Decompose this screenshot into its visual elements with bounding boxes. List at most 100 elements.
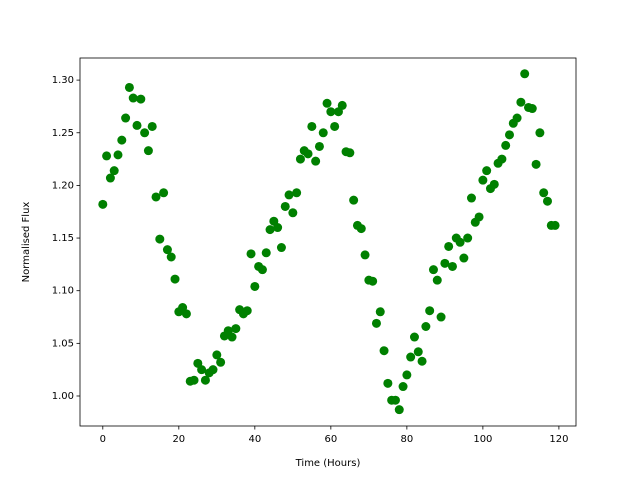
data-point (200, 375, 210, 385)
data-point (520, 69, 530, 79)
data-point (113, 150, 123, 160)
data-point (413, 347, 423, 357)
data-point (314, 141, 324, 151)
data-point (409, 332, 419, 342)
data-point (349, 195, 359, 205)
data-point (109, 166, 119, 176)
data-point (105, 173, 115, 183)
data-point (121, 113, 131, 123)
data-point (371, 318, 381, 328)
data-point (535, 128, 545, 138)
data-point (132, 120, 142, 130)
data-point (512, 113, 522, 123)
data-point (345, 148, 355, 158)
y-axis-label: Normalised Flux (21, 202, 32, 283)
data-point (102, 151, 112, 161)
data-point (311, 156, 321, 166)
data-point (550, 220, 560, 230)
data-point (197, 365, 207, 375)
y-tick-label: 1.05 (52, 338, 74, 349)
data-point (128, 93, 138, 103)
data-point (337, 100, 347, 110)
data-point (531, 159, 541, 169)
data-point (504, 130, 514, 140)
data-point (307, 121, 317, 131)
data-point (140, 128, 150, 138)
data-point (330, 121, 340, 131)
data-point (455, 237, 465, 247)
data-point (208, 365, 218, 375)
y-tick-label: 1.20 (52, 180, 74, 191)
x-axis-label: Time (Hours) (295, 458, 361, 469)
data-point (516, 97, 526, 107)
data-point (383, 378, 393, 388)
data-point (542, 196, 552, 206)
data-point (379, 346, 389, 356)
data-point (440, 258, 450, 268)
data-point (459, 253, 469, 263)
data-point (143, 146, 153, 156)
y-tick-label: 1.15 (52, 233, 74, 244)
data-point (527, 104, 537, 114)
data-point (181, 309, 191, 319)
data-point (124, 82, 134, 92)
data-point (147, 121, 157, 131)
data-point (432, 275, 442, 285)
data-point (482, 166, 492, 176)
data-point (246, 249, 256, 259)
data-point (466, 193, 476, 203)
data-point (212, 350, 222, 360)
data-point (318, 128, 328, 138)
data-point (425, 306, 435, 316)
data-point (273, 223, 283, 233)
x-tick-label: 120 (549, 434, 568, 445)
data-point (356, 224, 366, 234)
data-point (98, 199, 108, 209)
data-point (463, 233, 473, 243)
data-point (166, 252, 176, 262)
x-tick-label: 40 (248, 434, 261, 445)
data-point (261, 248, 271, 258)
data-point (474, 212, 484, 222)
data-point (231, 324, 241, 334)
data-point (489, 179, 499, 189)
data-point (447, 261, 457, 271)
data-point (402, 370, 412, 380)
x-tick-label: 0 (100, 434, 106, 445)
data-point (417, 356, 427, 366)
data-point (151, 192, 161, 202)
x-tick-label: 60 (324, 434, 337, 445)
y-tick-label: 1.30 (52, 75, 74, 86)
data-point (398, 382, 408, 392)
data-point (326, 107, 336, 117)
data-point (539, 188, 549, 198)
data-point (360, 250, 370, 260)
data-point (280, 201, 290, 211)
data-point (478, 175, 488, 185)
data-point (394, 405, 404, 415)
data-point (265, 225, 275, 235)
y-tick-label: 1.00 (52, 391, 74, 402)
data-point (117, 135, 127, 145)
data-point (159, 188, 169, 198)
data-point (295, 154, 305, 164)
y-tick-label: 1.10 (52, 286, 74, 297)
x-tick-label: 100 (473, 434, 492, 445)
data-point (155, 234, 165, 244)
y-tick-label: 1.25 (52, 128, 74, 139)
data-point (436, 312, 446, 322)
data-point (216, 357, 226, 367)
data-point (421, 321, 431, 331)
data-point (170, 274, 180, 284)
data-point (497, 154, 507, 164)
data-point (375, 307, 385, 317)
data-point (406, 352, 416, 362)
data-point (257, 265, 267, 275)
data-point (501, 140, 511, 150)
data-point (242, 306, 252, 316)
data-point (322, 98, 332, 108)
data-point (428, 265, 438, 275)
data-point (444, 241, 454, 251)
